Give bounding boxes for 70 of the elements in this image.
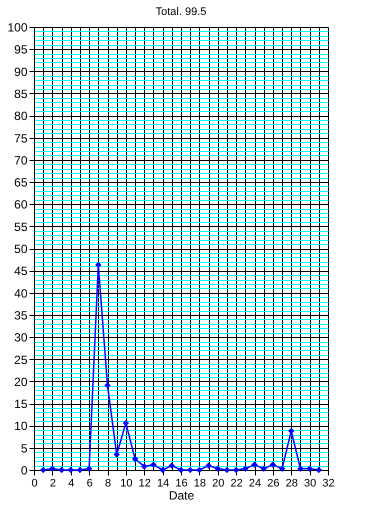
point <box>242 466 248 472</box>
x-tick-label: 26 <box>267 478 280 490</box>
x-axis-title: Date <box>168 488 194 502</box>
point <box>95 262 102 268</box>
x-tick-label: 20 <box>212 478 224 490</box>
point <box>168 462 175 469</box>
point <box>187 466 194 474</box>
y-tick-label: 65 <box>14 176 28 190</box>
point <box>251 462 258 468</box>
y-tick-label: 100 <box>7 20 28 34</box>
point <box>196 466 203 474</box>
y-tick-label: 10 <box>14 419 28 434</box>
point <box>306 466 313 472</box>
point <box>150 462 157 468</box>
y-tick-label: 55 <box>14 220 28 234</box>
y-tick-label: 5 <box>20 441 28 456</box>
y-tick-label: 40 <box>14 286 28 300</box>
y-tick-label: 80 <box>14 109 28 124</box>
point <box>232 466 240 474</box>
point <box>178 466 184 474</box>
point <box>58 466 65 474</box>
y-tick-label: 15 <box>14 397 28 412</box>
y-tick-label: 60 <box>14 198 28 212</box>
x-tick-label: 4 <box>68 478 74 490</box>
x-tick-label: 0 <box>31 478 38 490</box>
point <box>122 420 130 426</box>
x-tick-label: 6 <box>86 478 93 490</box>
point <box>68 466 74 474</box>
point <box>297 466 304 472</box>
x-tick-label: 22 <box>230 478 243 490</box>
point <box>270 462 276 468</box>
x-tick-label: 2 <box>50 478 56 490</box>
x-tick-label: 14 <box>157 478 170 490</box>
point <box>76 466 84 474</box>
y-tick-label: 70 <box>14 153 28 168</box>
y-tick-label: 85 <box>14 86 28 101</box>
point <box>132 456 138 462</box>
x-tick-label: 8 <box>104 478 112 490</box>
chart-title: Total. 99.5 <box>156 6 206 18</box>
x-tick-label: 16 <box>175 478 188 490</box>
y-tick-label: 50 <box>14 242 28 256</box>
point <box>278 466 286 472</box>
x-tick-label: 18 <box>194 478 206 490</box>
x-tick-label: 30 <box>304 478 316 490</box>
y-tick-label: 25 <box>14 352 28 367</box>
point <box>260 466 267 472</box>
point <box>214 466 221 472</box>
y-tick-label: 20 <box>14 374 28 389</box>
point <box>159 466 166 474</box>
y-tick-label: 30 <box>14 330 28 345</box>
point <box>40 466 46 474</box>
y-tick-label: 75 <box>14 131 28 146</box>
point <box>104 382 111 389</box>
y-tick-label: 45 <box>14 264 28 278</box>
point <box>86 466 92 472</box>
x-tick-label: 28 <box>286 478 298 490</box>
y-tick-label: 35 <box>14 308 28 322</box>
point <box>114 451 120 458</box>
x-tick-label: 12 <box>138 478 151 490</box>
x-tick-label: 24 <box>248 478 262 490</box>
x-tick-label: 10 <box>120 478 132 490</box>
point <box>205 462 212 469</box>
point <box>141 463 148 470</box>
y-tick-label: 95 <box>14 42 28 57</box>
point <box>49 466 56 472</box>
point <box>316 466 322 474</box>
point <box>224 466 230 474</box>
y-tick-label: 90 <box>14 64 28 79</box>
y-tick-label: 0 <box>20 464 28 478</box>
x-tick-label: 32 <box>322 478 335 490</box>
